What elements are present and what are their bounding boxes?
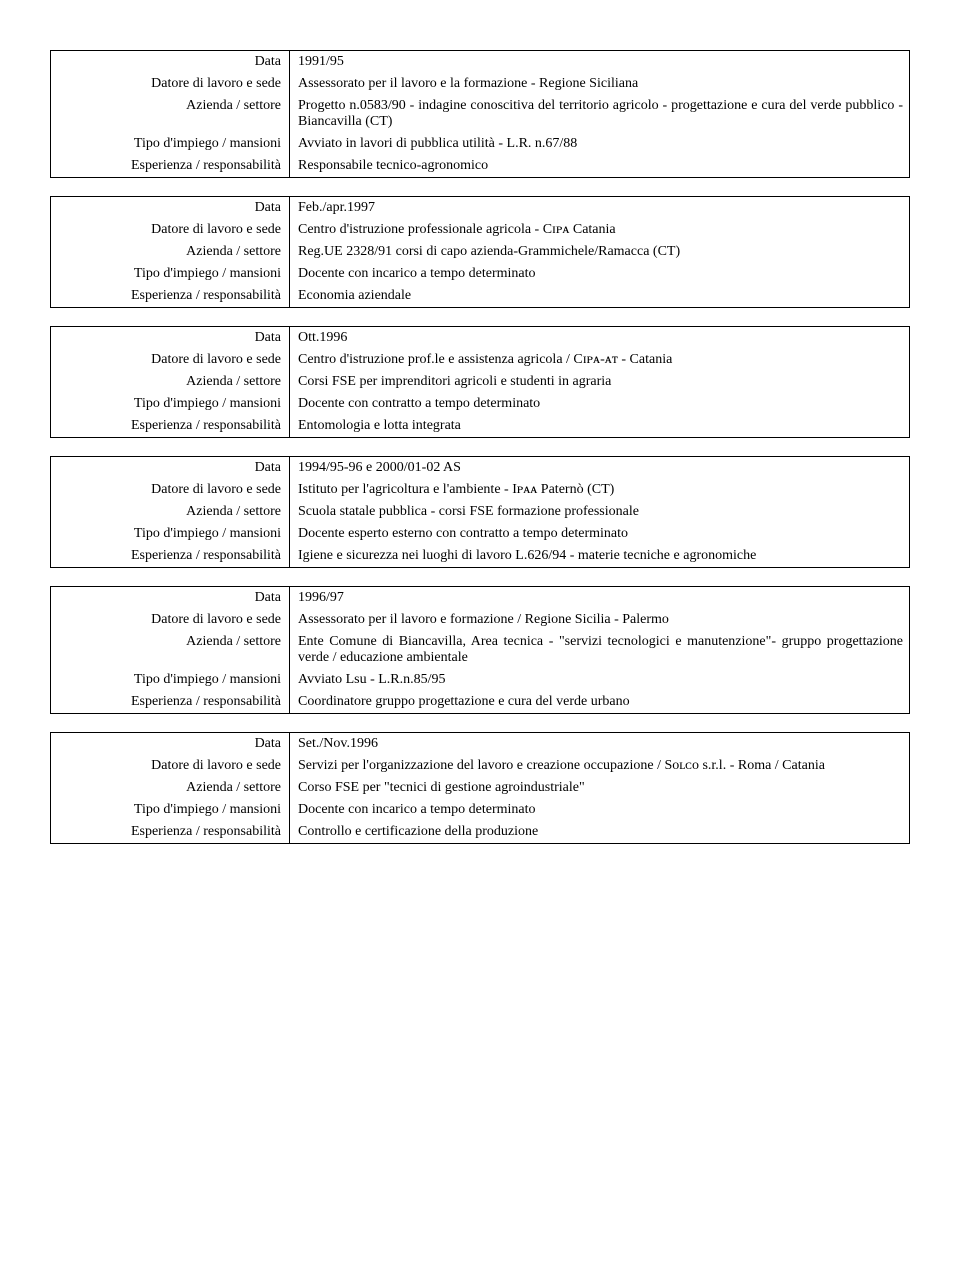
row-label: Esperienza / responsabilità bbox=[51, 821, 289, 843]
row-label: Data bbox=[51, 327, 289, 349]
entry-row-esperienza: Esperienza / responsabilitàEconomia azie… bbox=[51, 285, 909, 307]
row-value: Ente Comune di Biancavilla, Area tecnica… bbox=[289, 631, 909, 669]
row-value: Avviato Lsu - L.R.n.85/95 bbox=[289, 669, 909, 691]
row-label: Azienda / settore bbox=[51, 631, 289, 669]
row-label: Tipo d'impiego / mansioni bbox=[51, 669, 289, 691]
entry-row-datore: Datore di lavoro e sedeCentro d'istruzio… bbox=[51, 349, 909, 371]
cv-entry: DataSet./Nov.1996Datore di lavoro e sede… bbox=[50, 732, 910, 844]
entry-row-tipo: Tipo d'impiego / mansioniDocente esperto… bbox=[51, 523, 909, 545]
row-value: Coordinatore gruppo progettazione e cura… bbox=[289, 691, 909, 713]
entry-row-datore: Datore di lavoro e sedeCentro d'istruzio… bbox=[51, 219, 909, 241]
entry-row-data: DataSet./Nov.1996 bbox=[51, 733, 909, 755]
entry-row-esperienza: Esperienza / responsabilitàControllo e c… bbox=[51, 821, 909, 843]
row-value: Assessorato per il lavoro e la formazion… bbox=[289, 73, 909, 95]
row-value: Controllo e certificazione della produzi… bbox=[289, 821, 909, 843]
row-label: Azienda / settore bbox=[51, 777, 289, 799]
row-label: Tipo d'impiego / mansioni bbox=[51, 523, 289, 545]
row-label: Data bbox=[51, 51, 289, 73]
entry-row-data: Data1991/95 bbox=[51, 51, 909, 73]
row-value: Economia aziendale bbox=[289, 285, 909, 307]
entry-row-data: Data1994/95-96 e 2000/01-02 AS bbox=[51, 457, 909, 479]
row-value: Assessorato per il lavoro e formazione /… bbox=[289, 609, 909, 631]
entry-row-datore: Datore di lavoro e sedeIstituto per l'ag… bbox=[51, 479, 909, 501]
row-value: Set./Nov.1996 bbox=[289, 733, 909, 755]
cv-entry: Data1996/97Datore di lavoro e sedeAssess… bbox=[50, 586, 910, 714]
entry-row-esperienza: Esperienza / responsabilitàEntomologia e… bbox=[51, 415, 909, 437]
row-label: Esperienza / responsabilità bbox=[51, 415, 289, 437]
cv-entry: DataFeb./apr.1997Datore di lavoro e sede… bbox=[50, 196, 910, 308]
row-label: Tipo d'impiego / mansioni bbox=[51, 263, 289, 285]
row-label: Data bbox=[51, 733, 289, 755]
row-value: Docente esperto esterno con contratto a … bbox=[289, 523, 909, 545]
row-label: Esperienza / responsabilità bbox=[51, 545, 289, 567]
row-value: Centro d'istruzione professionale agrico… bbox=[289, 219, 909, 241]
row-value: 1991/95 bbox=[289, 51, 909, 73]
row-label: Datore di lavoro e sede bbox=[51, 349, 289, 371]
row-value: Progetto n.0583/90 - indagine conoscitiv… bbox=[289, 95, 909, 133]
row-value: Igiene e sicurezza nei luoghi di lavoro … bbox=[289, 545, 909, 567]
entry-row-data: DataFeb./apr.1997 bbox=[51, 197, 909, 219]
row-value: Corso FSE per "tecnici di gestione agroi… bbox=[289, 777, 909, 799]
row-label: Azienda / settore bbox=[51, 371, 289, 393]
row-value: 1996/97 bbox=[289, 587, 909, 609]
row-value: Corsi FSE per imprenditori agricoli e st… bbox=[289, 371, 909, 393]
cv-entry: DataOtt.1996Datore di lavoro e sedeCentr… bbox=[50, 326, 910, 438]
entry-row-azienda: Azienda / settoreScuola statale pubblica… bbox=[51, 501, 909, 523]
entry-row-data: Data1996/97 bbox=[51, 587, 909, 609]
row-label: Tipo d'impiego / mansioni bbox=[51, 393, 289, 415]
row-value: Avviato in lavori di pubblica utilità - … bbox=[289, 133, 909, 155]
entry-row-data: DataOtt.1996 bbox=[51, 327, 909, 349]
entry-row-datore: Datore di lavoro e sedeAssessorato per i… bbox=[51, 609, 909, 631]
row-label: Azienda / settore bbox=[51, 241, 289, 263]
row-label: Datore di lavoro e sede bbox=[51, 73, 289, 95]
cv-entry: Data1994/95-96 e 2000/01-02 ASDatore di … bbox=[50, 456, 910, 568]
entry-row-tipo: Tipo d'impiego / mansioniDocente con inc… bbox=[51, 263, 909, 285]
entry-row-azienda: Azienda / settoreProgetto n.0583/90 - in… bbox=[51, 95, 909, 133]
row-value: Responsabile tecnico-agronomico bbox=[289, 155, 909, 177]
entry-row-tipo: Tipo d'impiego / mansioniDocente con con… bbox=[51, 393, 909, 415]
entry-row-azienda: Azienda / settoreEnte Comune di Biancavi… bbox=[51, 631, 909, 669]
row-value: Ott.1996 bbox=[289, 327, 909, 349]
row-value: Docente con incarico a tempo determinato bbox=[289, 263, 909, 285]
row-value: Scuola statale pubblica - corsi FSE form… bbox=[289, 501, 909, 523]
row-value: Entomologia e lotta integrata bbox=[289, 415, 909, 437]
entry-row-tipo: Tipo d'impiego / mansioniAvviato in lavo… bbox=[51, 133, 909, 155]
row-value: Feb./apr.1997 bbox=[289, 197, 909, 219]
entry-row-tipo: Tipo d'impiego / mansioniDocente con inc… bbox=[51, 799, 909, 821]
row-value: Istituto per l'agricoltura e l'ambiente … bbox=[289, 479, 909, 501]
entry-row-azienda: Azienda / settoreCorsi FSE per imprendit… bbox=[51, 371, 909, 393]
entry-row-tipo: Tipo d'impiego / mansioniAvviato Lsu - L… bbox=[51, 669, 909, 691]
entry-row-azienda: Azienda / settoreCorso FSE per "tecnici … bbox=[51, 777, 909, 799]
row-value: Docente con contratto a tempo determinat… bbox=[289, 393, 909, 415]
row-label: Azienda / settore bbox=[51, 95, 289, 133]
row-value: Reg.UE 2328/91 corsi di capo azienda-Gra… bbox=[289, 241, 909, 263]
row-label: Data bbox=[51, 457, 289, 479]
row-label: Data bbox=[51, 197, 289, 219]
row-label: Datore di lavoro e sede bbox=[51, 479, 289, 501]
entry-row-esperienza: Esperienza / responsabilitàResponsabile … bbox=[51, 155, 909, 177]
entry-row-datore: Datore di lavoro e sedeAssessorato per i… bbox=[51, 73, 909, 95]
row-label: Tipo d'impiego / mansioni bbox=[51, 799, 289, 821]
row-value: Servizi per l'organizzazione del lavoro … bbox=[289, 755, 909, 777]
row-label: Tipo d'impiego / mansioni bbox=[51, 133, 289, 155]
row-label: Azienda / settore bbox=[51, 501, 289, 523]
cv-entry: Data1991/95Datore di lavoro e sedeAssess… bbox=[50, 50, 910, 178]
row-label: Esperienza / responsabilità bbox=[51, 155, 289, 177]
entry-row-datore: Datore di lavoro e sedeServizi per l'org… bbox=[51, 755, 909, 777]
row-value: 1994/95-96 e 2000/01-02 AS bbox=[289, 457, 909, 479]
entry-row-azienda: Azienda / settoreReg.UE 2328/91 corsi di… bbox=[51, 241, 909, 263]
row-label: Esperienza / responsabilità bbox=[51, 285, 289, 307]
row-value: Docente con incarico a tempo determinato bbox=[289, 799, 909, 821]
row-label: Datore di lavoro e sede bbox=[51, 219, 289, 241]
entry-row-esperienza: Esperienza / responsabilitàIgiene e sicu… bbox=[51, 545, 909, 567]
row-label: Datore di lavoro e sede bbox=[51, 609, 289, 631]
row-value: Centro d'istruzione prof.le e assistenza… bbox=[289, 349, 909, 371]
row-label: Esperienza / responsabilità bbox=[51, 691, 289, 713]
entry-row-esperienza: Esperienza / responsabilitàCoordinatore … bbox=[51, 691, 909, 713]
row-label: Datore di lavoro e sede bbox=[51, 755, 289, 777]
row-label: Data bbox=[51, 587, 289, 609]
